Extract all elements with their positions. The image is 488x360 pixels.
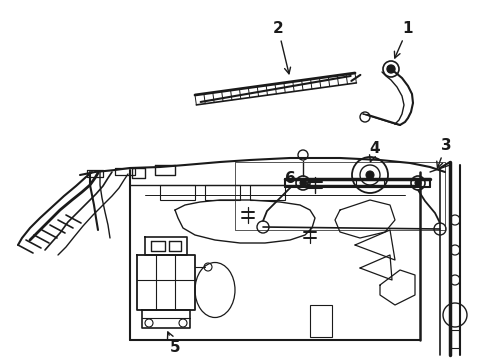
Text: 2: 2: [272, 21, 290, 74]
Text: 1: 1: [394, 21, 412, 58]
Circle shape: [414, 180, 420, 186]
Bar: [160, 185, 195, 200]
Text: 4: 4: [369, 140, 380, 162]
Circle shape: [386, 65, 394, 73]
Circle shape: [365, 171, 373, 179]
Bar: [450, 330, 458, 348]
Bar: [309, 305, 331, 337]
Text: 5: 5: [167, 332, 180, 356]
Text: 3: 3: [436, 138, 450, 168]
Bar: [249, 185, 285, 200]
Bar: [204, 185, 240, 200]
Circle shape: [299, 180, 305, 186]
Text: 6: 6: [284, 171, 308, 185]
